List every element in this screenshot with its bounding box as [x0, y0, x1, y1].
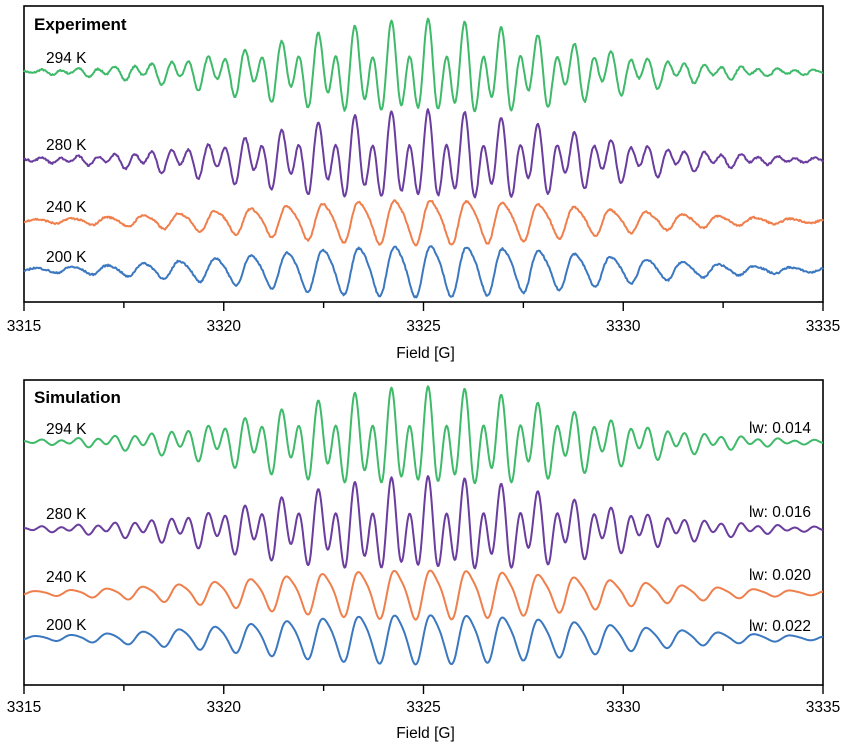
temperature-label: 240 K — [46, 199, 87, 216]
temperature-label: 240 K — [46, 569, 87, 586]
temperature-label: 280 K — [46, 137, 87, 154]
linewidth-label: lw: 0.020 — [749, 567, 811, 584]
x-tick-label: 3335 — [806, 699, 840, 716]
chart-panel-simulation: 3315 3320 3325 3330 3335 Field [G] Simulation 2… — [7, 379, 840, 742]
spectrum-trace-294k — [23, 17, 824, 113]
spectrum-trace-294k — [23, 385, 824, 485]
x-tick-label: 3320 — [207, 318, 242, 335]
x-axis-label: Field [G] — [396, 725, 455, 742]
spectrum-trace-240k — [23, 199, 824, 247]
linewidth-label: lw: 0.014 — [749, 420, 811, 437]
x-tick-label: 3325 — [406, 318, 440, 335]
linewidth-label: lw: 0.022 — [749, 618, 811, 635]
spectrum-trace-240k — [23, 569, 824, 621]
spectrum-trace-280k — [23, 108, 824, 199]
x-tick-label: 3315 — [7, 318, 41, 335]
x-tick-label: 3320 — [207, 699, 242, 716]
temperature-label: 294 K — [46, 421, 87, 438]
spectrum-trace-200k — [23, 245, 824, 299]
temperature-label: 294 K — [46, 50, 87, 67]
x-tick-label: 3330 — [606, 699, 641, 716]
spectrum-trace-200k — [23, 614, 824, 666]
temperature-label: 200 K — [46, 617, 87, 634]
x-tick-label: 3325 — [406, 699, 440, 716]
temperature-label: 200 K — [46, 249, 87, 266]
chart-panel-experiment: 3315 3320 3325 3330 3335 Field [G] Experiment 2… — [7, 5, 840, 362]
x-axis-label: Field [G] — [396, 345, 455, 362]
linewidth-label: lw: 0.016 — [749, 504, 811, 521]
temperature-label: 280 K — [46, 506, 87, 523]
panel-title: Simulation — [34, 388, 121, 407]
panel-title: Experiment — [34, 15, 127, 34]
x-tick-label: 3335 — [806, 318, 840, 335]
x-tick-label: 3315 — [7, 699, 41, 716]
spectrum-trace-280k — [23, 475, 824, 570]
x-tick-label: 3330 — [606, 318, 641, 335]
